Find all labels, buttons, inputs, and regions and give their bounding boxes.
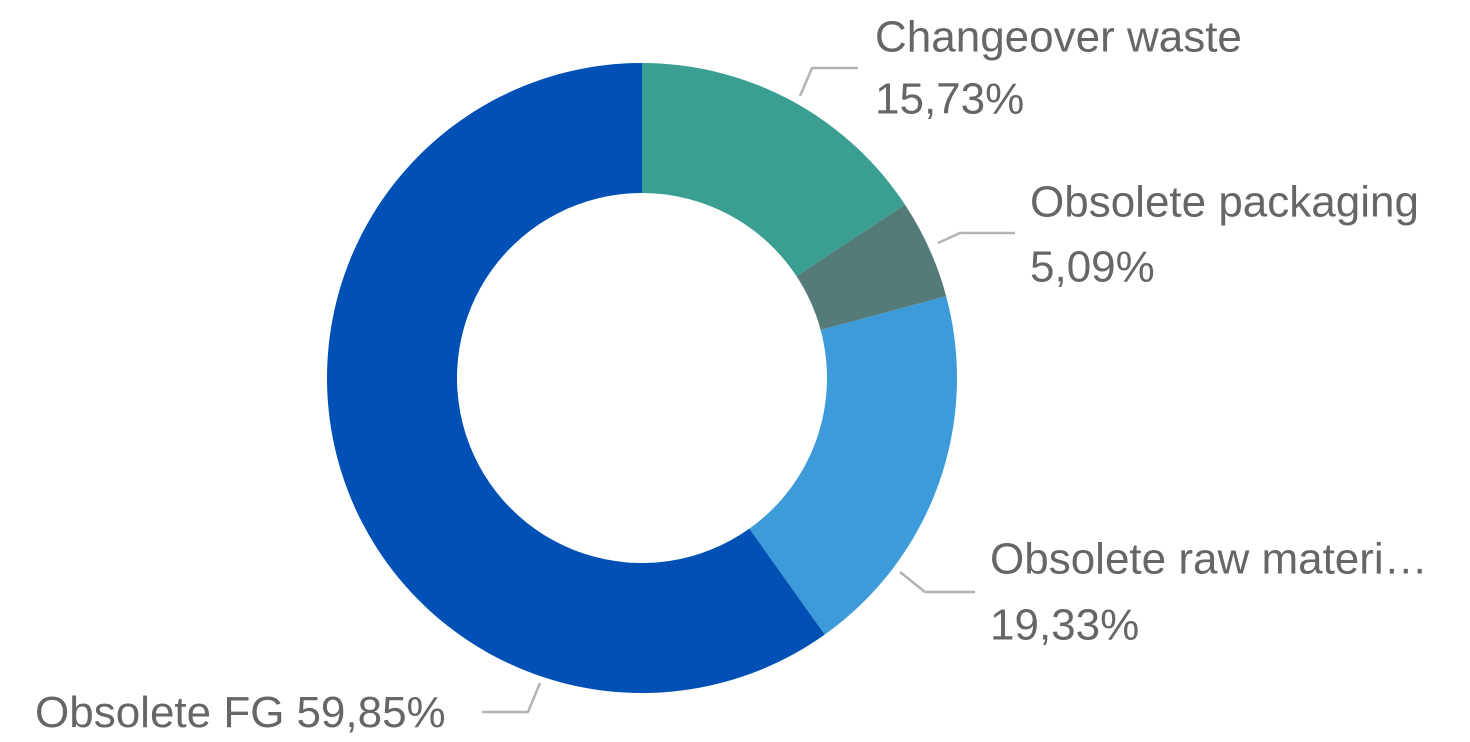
slice-label: Obsolete raw materi…	[990, 535, 1428, 584]
slice-label-group: Obsolete FG 59,85%	[35, 688, 446, 737]
donut-slice	[749, 296, 958, 635]
leader-line	[482, 682, 542, 714]
slice-label: Obsolete packaging	[1030, 178, 1419, 227]
donut-slice	[327, 63, 825, 693]
donut-slice	[796, 204, 947, 330]
slice-label: Changeover waste	[875, 13, 1242, 62]
slice-value-label: 59,85%	[296, 688, 445, 737]
leader-line	[899, 571, 975, 594]
slice-label: Obsolete FG	[35, 688, 284, 737]
slice-value-label: 19,33%	[990, 601, 1139, 650]
slice-value-label: 15,73%	[875, 75, 1024, 124]
donut-slice	[642, 63, 906, 277]
leader-line	[798, 66, 858, 97]
slice-value-label: 5,09%	[1030, 243, 1155, 292]
leader-line	[937, 231, 1015, 245]
